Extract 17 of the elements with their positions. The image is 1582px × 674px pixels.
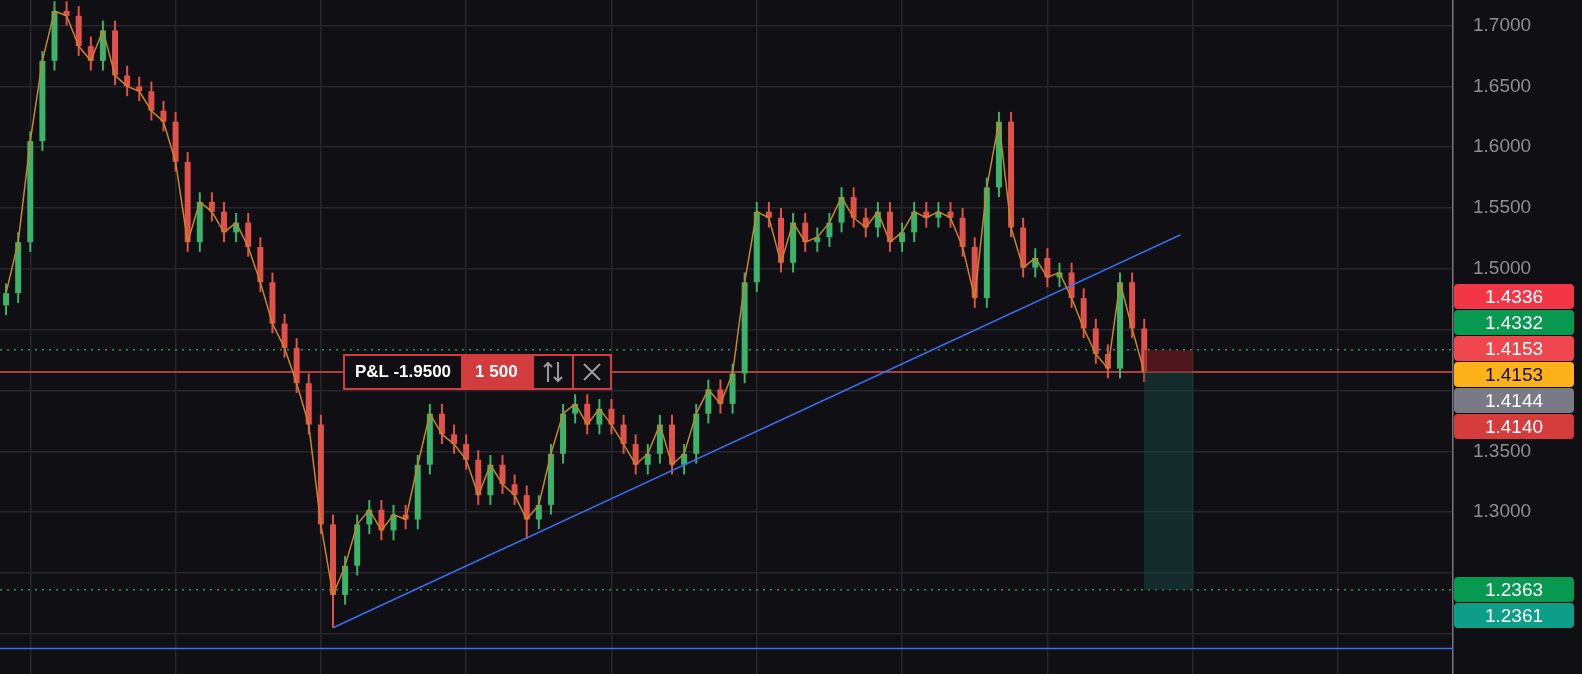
y-tick-label: 1.3000: [1473, 500, 1532, 522]
y-tick-label: 1.6000: [1473, 135, 1532, 157]
y-tick-label: 1.6500: [1473, 74, 1532, 96]
text: 1.4144: [1454, 387, 1574, 413]
text: 1.4336: [1454, 283, 1574, 309]
y-tick-label: 1.5000: [1473, 257, 1532, 279]
text: 1.2363: [1454, 576, 1574, 602]
annotation: 1 500: [461, 355, 532, 388]
y-tick-label: 1.3500: [1473, 439, 1532, 461]
annotation: P&L -1.9500: [353, 360, 453, 383]
text: 1.4153: [1454, 361, 1574, 387]
text: 1.4153: [1454, 335, 1574, 361]
y-tick-label: 1.7000: [1473, 13, 1532, 35]
y-tick-label: 1.5500: [1473, 196, 1532, 218]
text: 1.2361: [1454, 602, 1574, 628]
text: 1.4332: [1454, 309, 1574, 335]
text: 1.4140: [1454, 413, 1574, 439]
